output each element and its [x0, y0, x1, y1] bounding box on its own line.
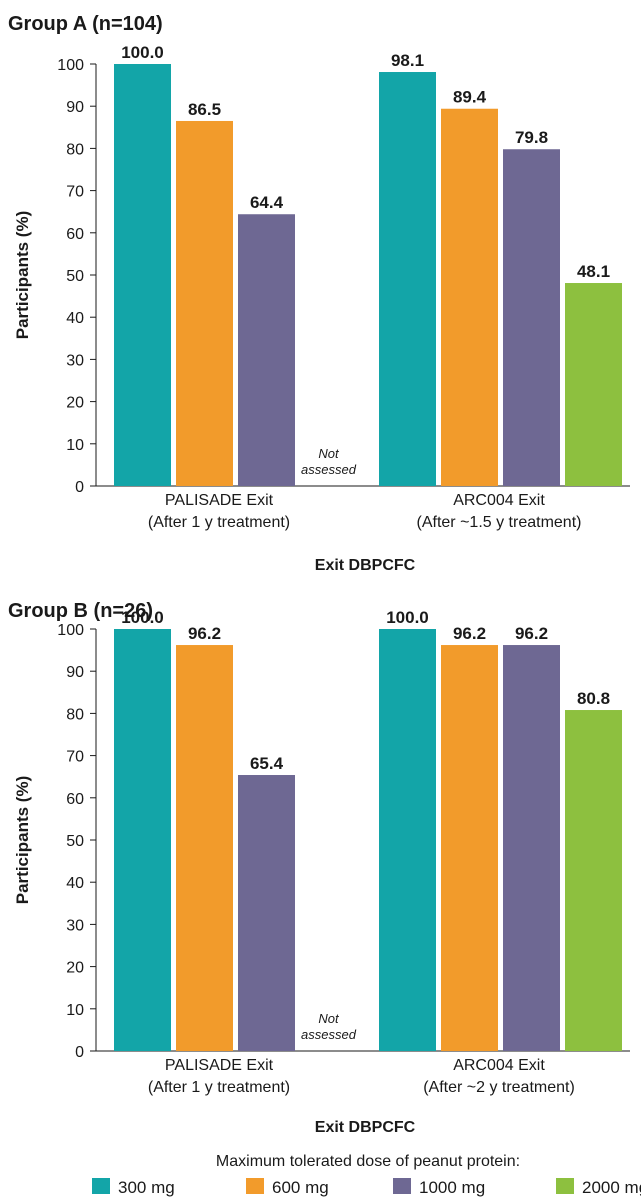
bar-value-label: 100.0 — [386, 608, 429, 627]
bar — [503, 149, 560, 486]
chart-title: Group A (n=104) — [8, 13, 163, 35]
y-axis-label: Participants (%) — [13, 211, 32, 339]
not-assessed-label: assessed — [301, 1027, 357, 1042]
legend-swatch — [246, 1178, 264, 1194]
bar — [176, 645, 233, 1051]
bar — [114, 629, 171, 1051]
bar-value-label: 96.2 — [453, 624, 486, 643]
not-assessed-label: assessed — [301, 462, 357, 477]
bar-value-label: 96.2 — [188, 624, 221, 643]
legend-label: 600 mg — [272, 1178, 329, 1197]
bar-value-label: 80.8 — [577, 689, 610, 708]
category-label: PALISADE Exit — [165, 492, 274, 509]
bar-value-label: 96.2 — [515, 624, 548, 643]
y-tick-label: 70 — [66, 184, 84, 201]
bar — [565, 710, 622, 1051]
bar — [114, 64, 171, 486]
y-tick-label: 80 — [66, 706, 84, 723]
y-tick-label: 80 — [66, 141, 84, 158]
y-tick-label: 90 — [66, 664, 84, 681]
not-assessed-label: Not — [318, 1011, 340, 1026]
legend-swatch — [92, 1178, 110, 1194]
y-tick-label: 60 — [66, 791, 84, 808]
bar — [565, 283, 622, 486]
bar-value-label: 100.0 — [121, 43, 164, 62]
category-label: ARC004 Exit — [453, 492, 545, 509]
category-label: (After ~2 y treatment) — [423, 1079, 575, 1096]
legend-title: Maximum tolerated dose of peanut protein… — [216, 1153, 520, 1170]
category-label: (After 1 y treatment) — [148, 1079, 290, 1096]
y-tick-label: 50 — [66, 268, 84, 285]
bar — [441, 645, 498, 1051]
y-tick-label: 40 — [66, 875, 84, 892]
bar — [176, 120, 233, 486]
legend-label: 2000 mg — [582, 1178, 641, 1197]
bar — [379, 72, 436, 486]
bar-value-label: 79.8 — [515, 128, 548, 147]
bar — [238, 214, 295, 486]
y-tick-label: 0 — [75, 1044, 84, 1061]
y-tick-label: 100 — [57, 622, 84, 639]
y-tick-label: 0 — [75, 479, 84, 496]
bar-value-label: 64.4 — [250, 193, 284, 212]
legend-label: 1000 mg — [419, 1178, 485, 1197]
y-tick-label: 40 — [66, 310, 84, 327]
legend-label: 300 mg — [118, 1178, 175, 1197]
category-label: (After ~1.5 y treatment) — [417, 514, 582, 531]
bar-value-label: 98.1 — [391, 51, 424, 70]
bar-value-label: 89.4 — [453, 88, 487, 107]
bar-value-label: 65.4 — [250, 754, 284, 773]
y-tick-label: 100 — [57, 57, 84, 74]
y-tick-label: 20 — [66, 395, 84, 412]
category-label: (After 1 y treatment) — [148, 514, 290, 531]
x-axis-label: Exit DBPCFC — [315, 1119, 416, 1136]
chart-title: Group B (n=26) — [8, 600, 153, 622]
bar — [379, 629, 436, 1051]
not-assessed-label: Not — [318, 446, 340, 461]
y-axis-label: Participants (%) — [13, 776, 32, 904]
bar — [238, 775, 295, 1051]
bar — [441, 108, 498, 487]
y-tick-label: 30 — [66, 917, 84, 934]
category-label: PALISADE Exit — [165, 1057, 274, 1074]
y-tick-label: 20 — [66, 960, 84, 977]
bar — [503, 645, 560, 1051]
bar-value-label: 100.0 — [121, 608, 164, 627]
y-tick-label: 10 — [66, 1002, 84, 1019]
legend-swatch — [393, 1178, 411, 1194]
y-tick-label: 90 — [66, 99, 84, 116]
category-label: ARC004 Exit — [453, 1057, 545, 1074]
y-tick-label: 60 — [66, 226, 84, 243]
bar-value-label: 86.5 — [188, 100, 221, 119]
y-tick-label: 30 — [66, 352, 84, 369]
y-tick-label: 50 — [66, 833, 84, 850]
y-tick-label: 10 — [66, 437, 84, 454]
legend-swatch — [556, 1178, 574, 1194]
x-axis-label: Exit DBPCFC — [315, 557, 416, 574]
bar-value-label: 48.1 — [577, 262, 610, 281]
y-tick-label: 70 — [66, 749, 84, 766]
